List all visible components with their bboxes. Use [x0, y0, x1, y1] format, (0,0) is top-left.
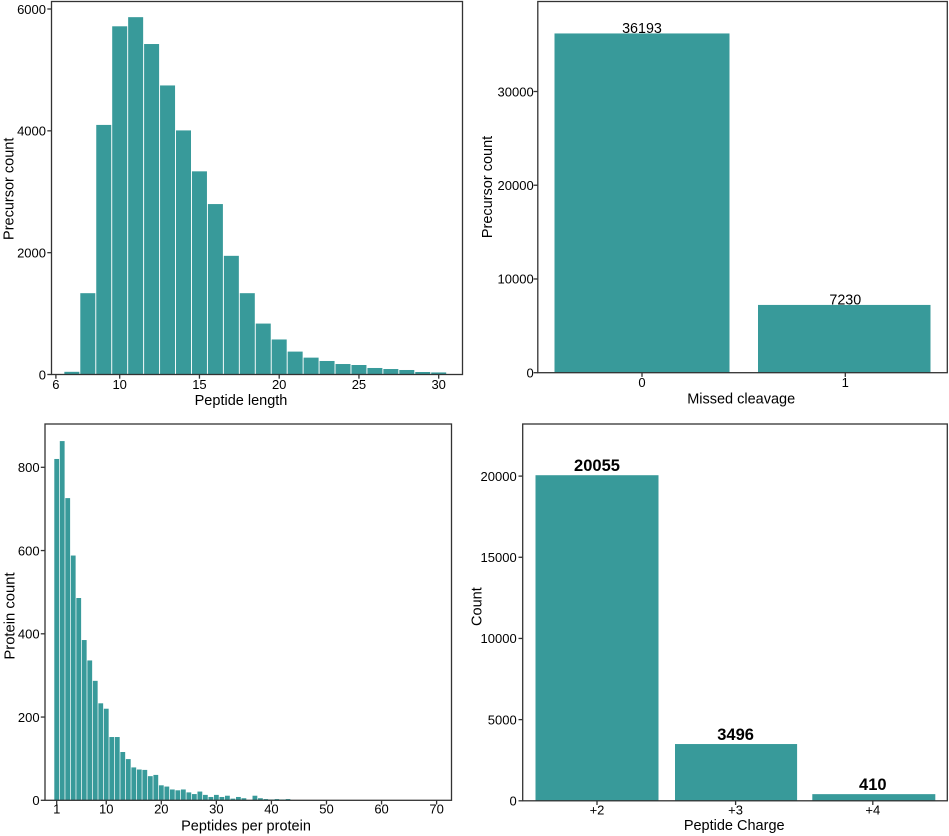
svg-text:60: 60 — [374, 801, 388, 816]
svg-text:Precursor count: Precursor count — [2, 138, 18, 240]
svg-text:6000: 6000 — [17, 2, 46, 17]
svg-text:+4: +4 — [865, 802, 880, 817]
svg-text:600: 600 — [18, 543, 40, 558]
svg-text:6: 6 — [52, 377, 59, 392]
svg-text:0: 0 — [509, 794, 516, 809]
svg-text:0: 0 — [526, 365, 533, 380]
svg-text:20: 20 — [154, 801, 168, 816]
svg-text:20000: 20000 — [481, 469, 517, 484]
svg-text:Protein count: Protein count — [2, 572, 18, 659]
svg-text:200: 200 — [18, 710, 40, 725]
svg-text:15000: 15000 — [481, 550, 517, 565]
svg-text:1: 1 — [842, 375, 849, 390]
svg-text:Precursor count: Precursor count — [480, 136, 496, 238]
svg-text:25: 25 — [352, 377, 366, 392]
svg-text:Peptide Charge: Peptide Charge — [684, 818, 785, 834]
svg-text:Count: Count — [470, 587, 486, 626]
svg-text:30: 30 — [431, 377, 445, 392]
svg-text:70: 70 — [429, 801, 443, 816]
svg-text:4000: 4000 — [17, 124, 46, 139]
svg-text:30000: 30000 — [498, 84, 534, 99]
svg-text:3496: 3496 — [717, 726, 754, 744]
svg-text:50: 50 — [319, 801, 333, 816]
svg-text:0: 0 — [32, 793, 39, 808]
svg-text:Peptide length: Peptide length — [195, 393, 288, 409]
svg-text:20055: 20055 — [574, 457, 620, 475]
svg-text:+3: +3 — [728, 802, 743, 817]
svg-text:1: 1 — [53, 801, 60, 816]
svg-text:5000: 5000 — [488, 712, 517, 727]
svg-text:0: 0 — [39, 367, 46, 382]
svg-text:10: 10 — [99, 801, 113, 816]
svg-text:7230: 7230 — [829, 292, 861, 308]
svg-text:10: 10 — [112, 377, 126, 392]
svg-text:20: 20 — [272, 377, 286, 392]
svg-text:10000: 10000 — [498, 272, 534, 287]
svg-text:Peptides per protein: Peptides per protein — [181, 818, 311, 834]
svg-text:Missed cleavage: Missed cleavage — [687, 392, 795, 408]
svg-text:36193: 36193 — [622, 21, 662, 37]
svg-text:15: 15 — [192, 377, 206, 392]
svg-text:30: 30 — [209, 801, 223, 816]
svg-text:10000: 10000 — [481, 631, 517, 646]
svg-text:+2: +2 — [590, 802, 605, 817]
svg-text:20000: 20000 — [498, 178, 534, 193]
svg-text:2000: 2000 — [17, 245, 46, 260]
svg-text:40: 40 — [264, 801, 278, 816]
svg-text:400: 400 — [18, 627, 40, 642]
svg-text:0: 0 — [638, 375, 645, 390]
svg-text:800: 800 — [18, 460, 40, 475]
svg-text:410: 410 — [859, 776, 887, 794]
